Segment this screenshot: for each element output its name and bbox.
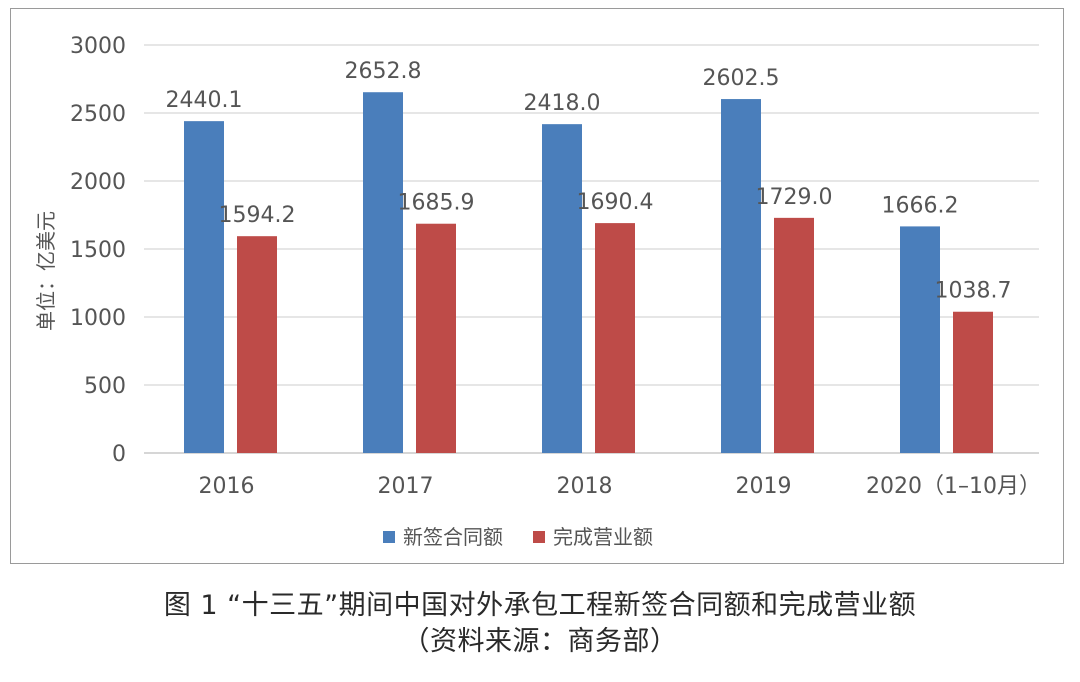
- data-label: 1729.0: [756, 185, 833, 210]
- x-tick-labels: 2016 2017 2018 2019 2020（1–10月）: [199, 474, 1041, 499]
- x-tick-label: 2017: [378, 474, 434, 499]
- legend-label-signed: 新签合同额: [403, 525, 503, 549]
- bar-signed: [721, 99, 761, 453]
- y-tick-label: 500: [84, 374, 126, 399]
- legend-swatch-completed: [533, 531, 545, 543]
- bar-chart: 0 500 1000 1500 2000 2500 3000 2440.1 1594.2 265…: [34, 34, 1041, 549]
- legend: 新签合同额 完成营业额: [383, 525, 653, 549]
- y-tick-labels: 0 500 1000 1500 2000 2500 3000: [70, 34, 126, 467]
- y-tick-label: 1000: [70, 306, 126, 331]
- legend-swatch-signed: [383, 531, 395, 543]
- y-axis-title: 单位：亿美元: [34, 211, 58, 331]
- bar-signed: [184, 121, 224, 454]
- x-tick-label: 2019: [736, 474, 792, 499]
- bar-completed: [953, 311, 993, 453]
- x-tick-label: 2020（1–10月）: [866, 474, 1041, 499]
- data-label: 1594.2: [219, 203, 296, 228]
- bars: [184, 92, 993, 454]
- y-tick-label: 2500: [70, 102, 126, 127]
- figure-caption: 图 1 “十三五”期间中国对外承包工程新签合同额和完成营业额 （资料来源：商务部…: [0, 588, 1080, 660]
- chart-frame: 0 500 1000 1500 2000 2500 3000 2440.1 1594.2 265…: [10, 8, 1064, 564]
- x-tick-label: 2016: [199, 474, 255, 499]
- bar-completed: [237, 236, 277, 453]
- data-label: 2602.5: [703, 66, 780, 91]
- bar-completed: [595, 223, 635, 453]
- bar-completed: [774, 217, 814, 453]
- data-label: 1666.2: [882, 193, 959, 218]
- bar-completed: [416, 223, 456, 453]
- caption-source: （资料来源：商务部）: [402, 626, 678, 657]
- y-tick-label: 3000: [70, 34, 126, 59]
- x-tick-label: 2018: [557, 474, 613, 499]
- data-label: 1038.7: [935, 279, 1012, 304]
- data-label: 1685.9: [398, 191, 475, 216]
- bar-signed: [542, 124, 582, 453]
- data-label: 2440.1: [166, 88, 243, 113]
- data-labels: 2440.1 1594.2 2652.8 1685.9 2418.0 1690.4 2602…: [166, 59, 1012, 304]
- y-tick-label: 1500: [70, 238, 126, 263]
- y-tick-label: 2000: [70, 170, 126, 195]
- legend-label-completed: 完成营业额: [553, 525, 653, 549]
- bar-signed: [900, 226, 940, 453]
- data-label: 1690.4: [577, 190, 654, 215]
- bar-signed: [363, 92, 403, 453]
- y-tick-label: 0: [112, 442, 126, 467]
- gridlines: [144, 44, 1039, 454]
- data-label: 2418.0: [524, 91, 601, 116]
- caption-title: 图 1 “十三五”期间中国对外承包工程新签合同额和完成营业额: [163, 590, 917, 621]
- data-label: 2652.8: [345, 59, 422, 84]
